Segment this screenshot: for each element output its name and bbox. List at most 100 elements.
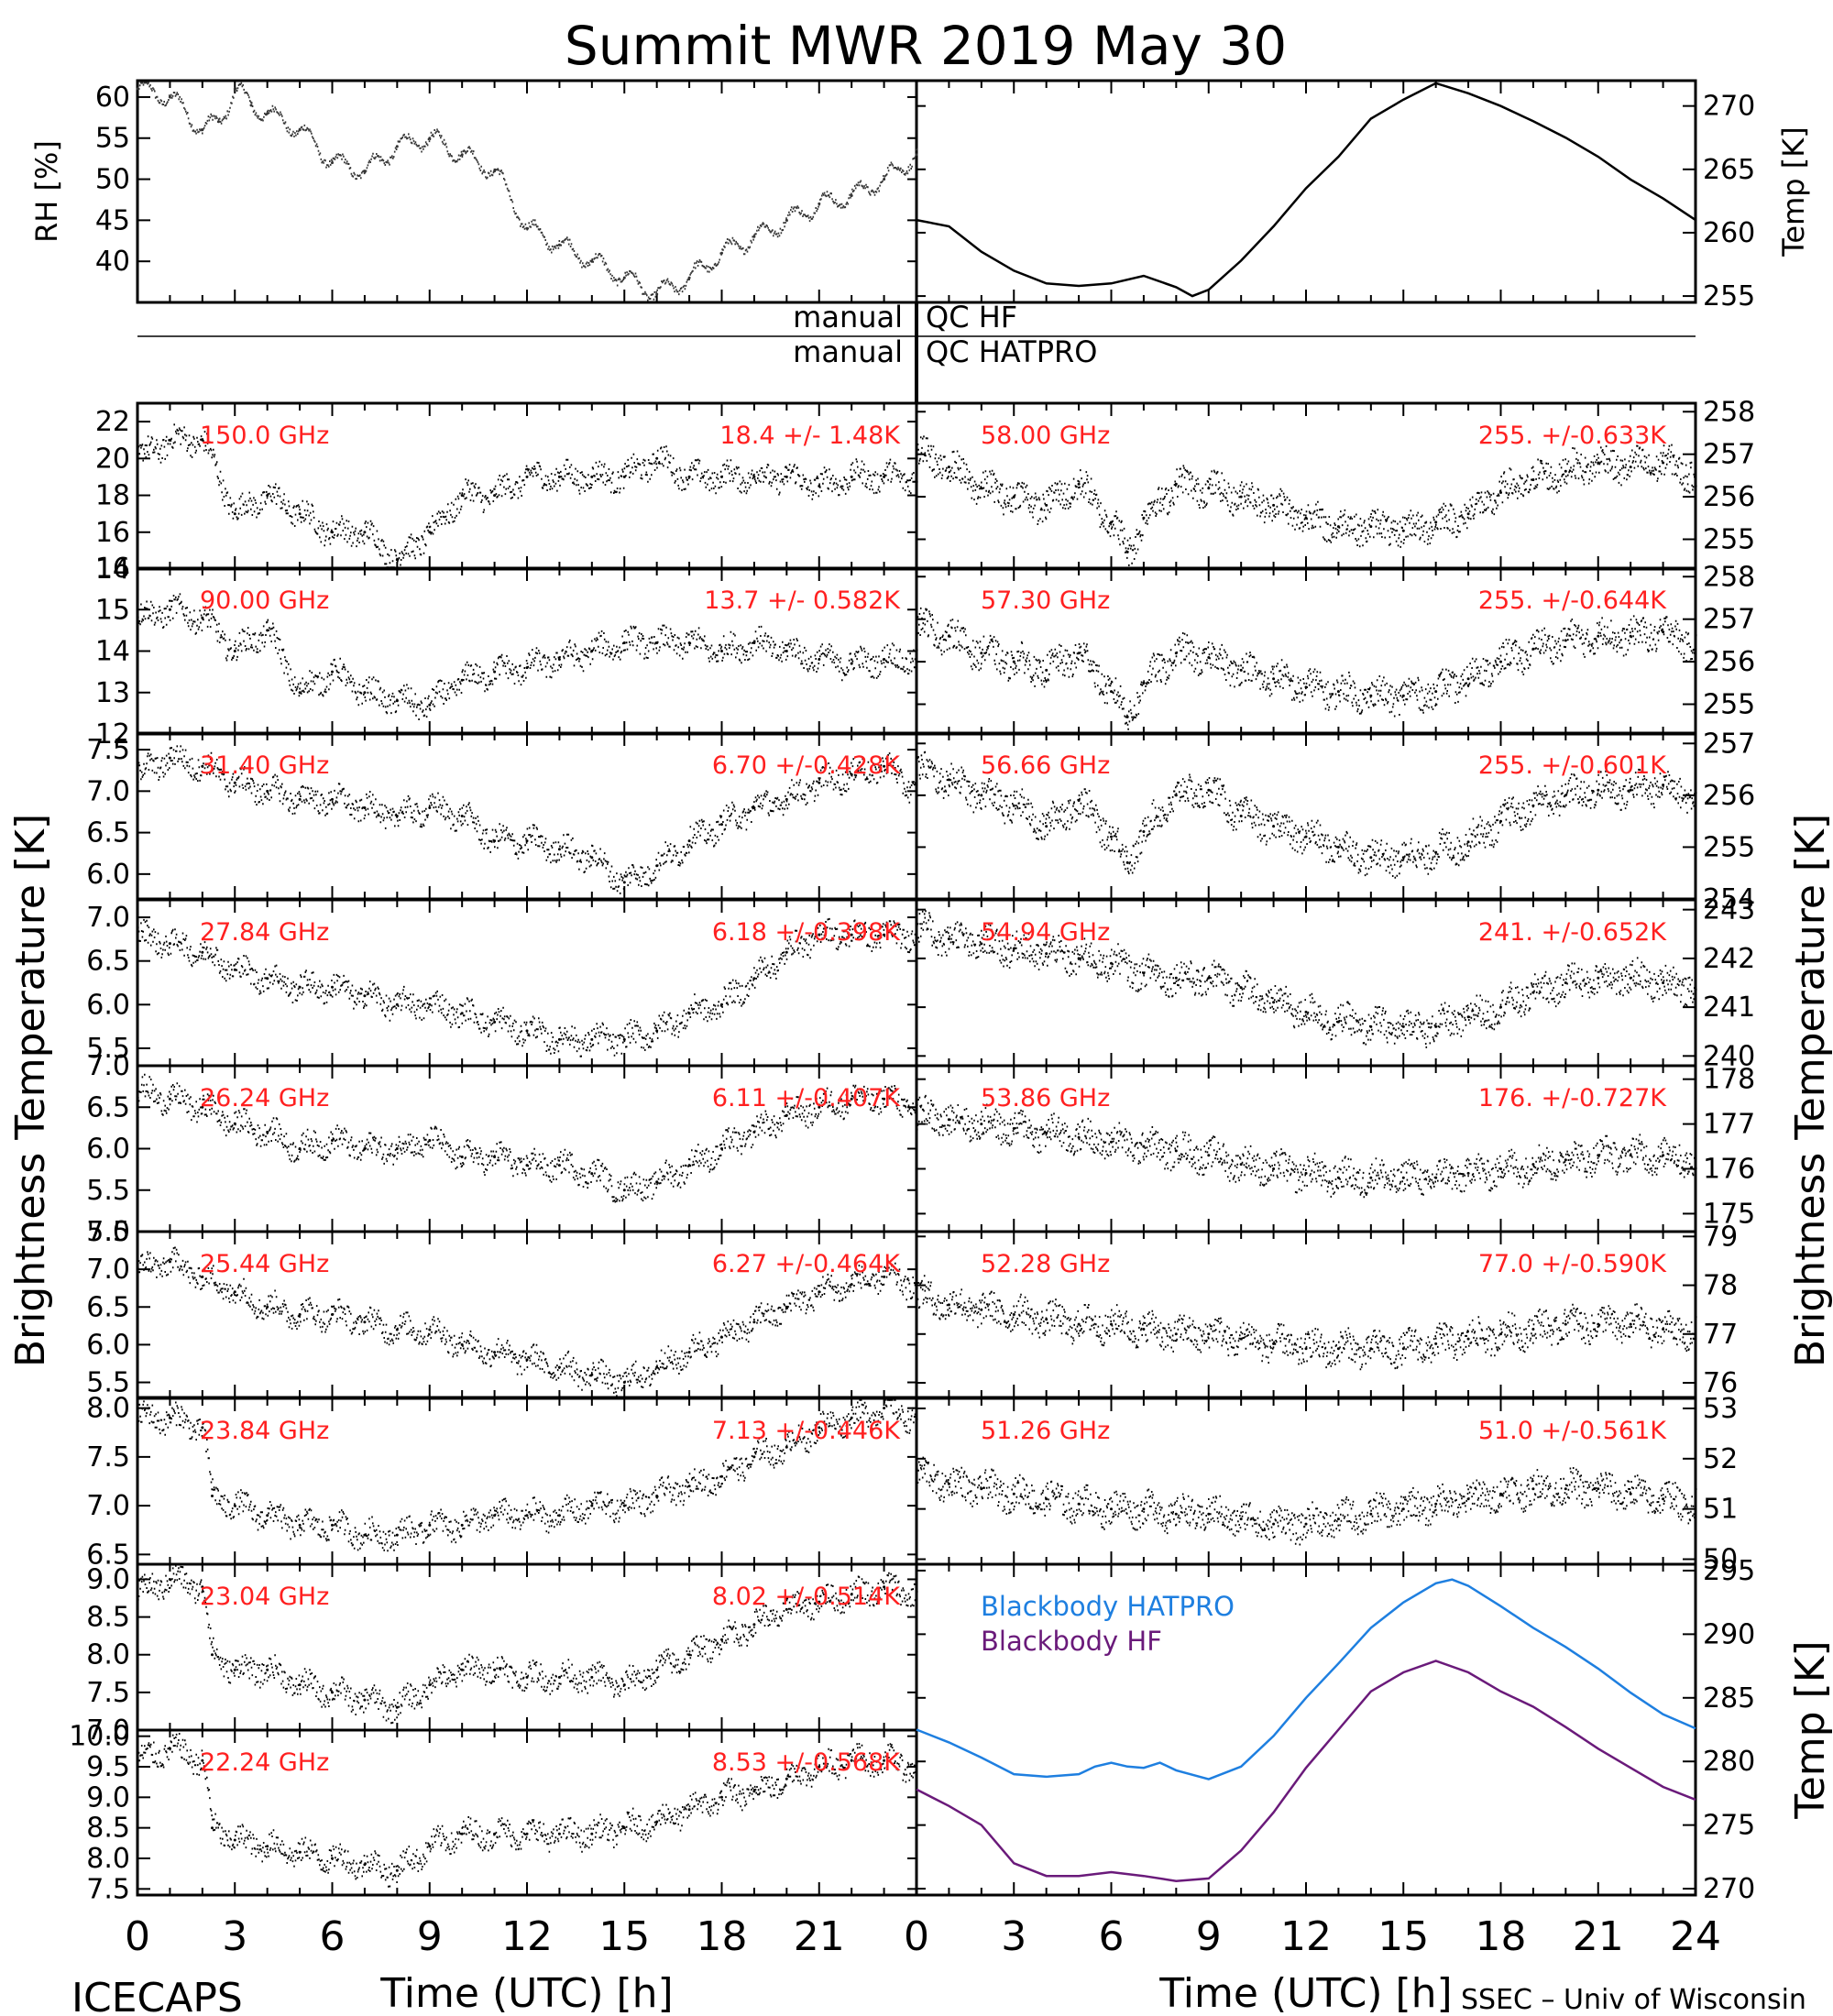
y-tick-label: 8.0 (86, 1393, 130, 1425)
data-point (850, 1759, 853, 1762)
y-tick-label: 8.0 (86, 1843, 130, 1875)
data-point (1239, 815, 1243, 817)
data-point (785, 797, 788, 801)
y-tick-label: 7.5 (86, 1441, 130, 1474)
data-point (298, 1683, 302, 1687)
data-point (428, 1003, 432, 1006)
data-point (363, 1147, 367, 1150)
data-point (331, 985, 334, 989)
x-tick-label: 0 (904, 1913, 929, 1960)
data-point (266, 629, 269, 632)
y-tick-label: 13 (95, 677, 130, 709)
stat-label: 255. +/-0.633K (1478, 422, 1667, 450)
data-point (460, 678, 464, 682)
y-tick-label: 254 (1703, 883, 1755, 915)
rh-y-ticks: 40 45 50 55 60 (95, 82, 916, 278)
data-point (298, 1313, 302, 1316)
temp-x-ticks (916, 81, 1696, 302)
y-tick-label: 7.5 (86, 734, 130, 766)
data-point (720, 1638, 723, 1641)
y-tick-label: 7.0 (86, 1490, 130, 1522)
data-point (915, 1113, 918, 1117)
data-point (298, 1850, 302, 1854)
data-point (428, 1328, 432, 1331)
data-point (525, 1514, 529, 1517)
data-point (1531, 1328, 1535, 1331)
data-point (1629, 976, 1632, 980)
data-point (363, 691, 367, 695)
data-point (1336, 525, 1340, 529)
data-point (1045, 1131, 1048, 1134)
data-point (201, 1275, 204, 1278)
right-panel-x-ticks (916, 900, 1696, 1066)
data-point (720, 650, 723, 652)
qc-left-label-1: manual (793, 300, 903, 334)
data-point (1045, 825, 1048, 828)
data-point (1012, 1127, 1015, 1130)
data-point (1564, 1322, 1567, 1326)
data-point (201, 1585, 204, 1589)
data-point (883, 933, 886, 937)
data-point (331, 161, 334, 165)
stat-label: 6.18 +/-0.398K (712, 918, 901, 947)
data-point (525, 1029, 529, 1033)
data-point (1272, 1167, 1276, 1170)
data-point (331, 1857, 334, 1860)
data-point (395, 1705, 399, 1709)
data-point (1110, 1322, 1113, 1326)
data-point (460, 1668, 464, 1671)
y-tick-label: 6.5 (86, 1091, 130, 1123)
data-point (687, 641, 691, 644)
temp-y-ticks: 255 260 265 270 (916, 91, 1755, 312)
data-point (233, 512, 236, 516)
y-tick-label: 53 (1703, 1393, 1738, 1425)
data-point (1694, 1332, 1697, 1336)
data-point (1662, 461, 1665, 465)
data-point (1694, 986, 1697, 990)
y-tick-label: 285 (1703, 1682, 1755, 1715)
data-point (785, 1113, 788, 1117)
frequency-label: 56.66 GHz (981, 751, 1110, 780)
data-point (1369, 694, 1373, 697)
data-point (1110, 835, 1113, 838)
data-point (395, 815, 399, 817)
y-tick-label: 5.5 (86, 1175, 130, 1207)
data-point (1531, 647, 1535, 651)
data-point (525, 666, 529, 670)
data-point (590, 259, 594, 263)
data-point (1239, 668, 1243, 672)
y-tick-label: 9.0 (86, 1563, 130, 1595)
y-tick-label: 270 (1703, 91, 1755, 123)
y-tick-label: 16 (95, 553, 130, 585)
data-point (1499, 660, 1502, 663)
data-point (1531, 991, 1535, 994)
data-point (1239, 1517, 1243, 1521)
data-point (1499, 819, 1502, 823)
data-point (1142, 681, 1146, 685)
stat-label: 176. +/-0.727K (1478, 1084, 1667, 1112)
y-tick-label: 52 (1703, 1443, 1738, 1475)
data-point (622, 1826, 626, 1830)
data-point (752, 1320, 756, 1324)
blackbody-y-ticks: 270 275 280 285 290 295 (916, 1555, 1755, 1905)
qc-left-label-2: manual (793, 334, 903, 369)
data-point (266, 1668, 269, 1671)
y-tick-label: 15 (95, 594, 130, 626)
stat-label: 8.02 +/-0.514K (712, 1583, 901, 1611)
y-tick-label: 258 (1703, 561, 1755, 593)
data-point (525, 1832, 529, 1835)
data-point (1336, 690, 1340, 694)
y-tick-label: 290 (1703, 1618, 1755, 1650)
data-point (557, 1164, 561, 1167)
stat-label: 18.4 +/- 1.48K (719, 422, 901, 450)
x-tick-label: 15 (598, 1913, 650, 1960)
data-point (493, 170, 497, 173)
frequency-label: 22.24 GHz (200, 1748, 329, 1777)
data-point (428, 806, 432, 809)
data-point (1125, 550, 1129, 553)
data-point (687, 1351, 691, 1354)
x-tick-label: 21 (1573, 1913, 1624, 1960)
data-point (1272, 1342, 1276, 1345)
data-point (493, 1020, 497, 1024)
